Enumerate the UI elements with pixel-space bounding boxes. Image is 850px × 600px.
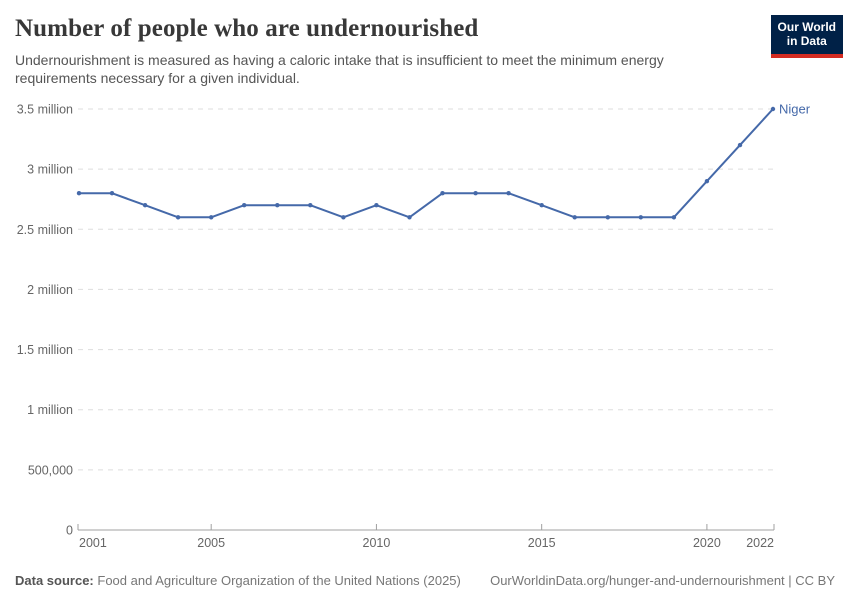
y-tick-label: 2 million bbox=[27, 283, 73, 297]
x-tick-label: 2001 bbox=[79, 536, 107, 550]
x-tick-label: 2015 bbox=[528, 536, 556, 550]
data-point[interactable] bbox=[737, 142, 743, 148]
attribution-link[interactable]: OurWorldinData.org/hunger-and-undernouri… bbox=[490, 573, 835, 588]
data-point[interactable] bbox=[770, 106, 776, 112]
data-point[interactable] bbox=[506, 191, 511, 196]
y-tick-label: 1 million bbox=[27, 403, 73, 417]
data-point[interactable] bbox=[341, 215, 346, 220]
data-point[interactable] bbox=[440, 191, 445, 196]
series-line bbox=[78, 108, 774, 219]
data-point[interactable] bbox=[209, 215, 214, 220]
y-tick-label: 3.5 million bbox=[17, 103, 73, 117]
y-tick-label: 2.5 million bbox=[17, 223, 73, 237]
data-point[interactable] bbox=[407, 215, 412, 220]
chart-area: 0 500,000 1 million 1.5 million 2 million 2.5… bbox=[0, 94, 850, 559]
data-point[interactable] bbox=[605, 215, 610, 220]
data-source: Data source: Food and Agriculture Organi… bbox=[15, 573, 461, 588]
y-tick-label: 1.5 million bbox=[17, 343, 73, 357]
data-point[interactable] bbox=[704, 179, 710, 184]
data-point[interactable] bbox=[539, 203, 544, 208]
page-title: Number of people who are undernourished bbox=[15, 15, 479, 42]
data-point[interactable] bbox=[671, 215, 677, 220]
data-source-text: Food and Agriculture Organization of the… bbox=[97, 573, 461, 588]
data-point[interactable] bbox=[275, 203, 280, 208]
data-point[interactable] bbox=[175, 215, 181, 220]
x-tick-label: 2005 bbox=[197, 536, 225, 550]
chart-header: Number of people who are undernourished … bbox=[0, 0, 850, 87]
data-point[interactable] bbox=[572, 215, 577, 220]
owid-logo-line2: in Data bbox=[786, 34, 827, 49]
data-source-label: Data source: bbox=[15, 573, 94, 588]
data-point[interactable] bbox=[374, 203, 379, 208]
x-tick-label: 2010 bbox=[363, 536, 391, 550]
x-tick-label: 2020 bbox=[693, 536, 721, 550]
y-tick-label: 3 million bbox=[27, 163, 73, 177]
chart-subtitle: Undernourishment is measured as having a… bbox=[15, 52, 664, 86]
data-point[interactable] bbox=[473, 191, 478, 196]
x-tick-label: 2022 bbox=[746, 536, 774, 550]
owid-logo: Our World in Data bbox=[770, 15, 843, 58]
data-point[interactable] bbox=[242, 203, 247, 208]
series-entity-label[interactable]: Niger bbox=[779, 102, 811, 117]
data-point[interactable] bbox=[109, 191, 115, 196]
y-tick-label: 500,000 bbox=[28, 463, 73, 477]
data-point[interactable] bbox=[142, 203, 148, 208]
data-point[interactable] bbox=[76, 191, 82, 196]
y-tick-label: 0 bbox=[66, 524, 73, 538]
line-chart-canvas[interactable]: 0 500,000 1 million 1.5 million 2 million 2.5… bbox=[0, 94, 850, 554]
data-point[interactable] bbox=[638, 215, 643, 220]
data-point[interactable] bbox=[308, 203, 313, 208]
owid-logo-line1: Our World bbox=[777, 20, 836, 34]
chart-footer: Data source: Food and Agriculture Organi… bbox=[0, 573, 850, 588]
